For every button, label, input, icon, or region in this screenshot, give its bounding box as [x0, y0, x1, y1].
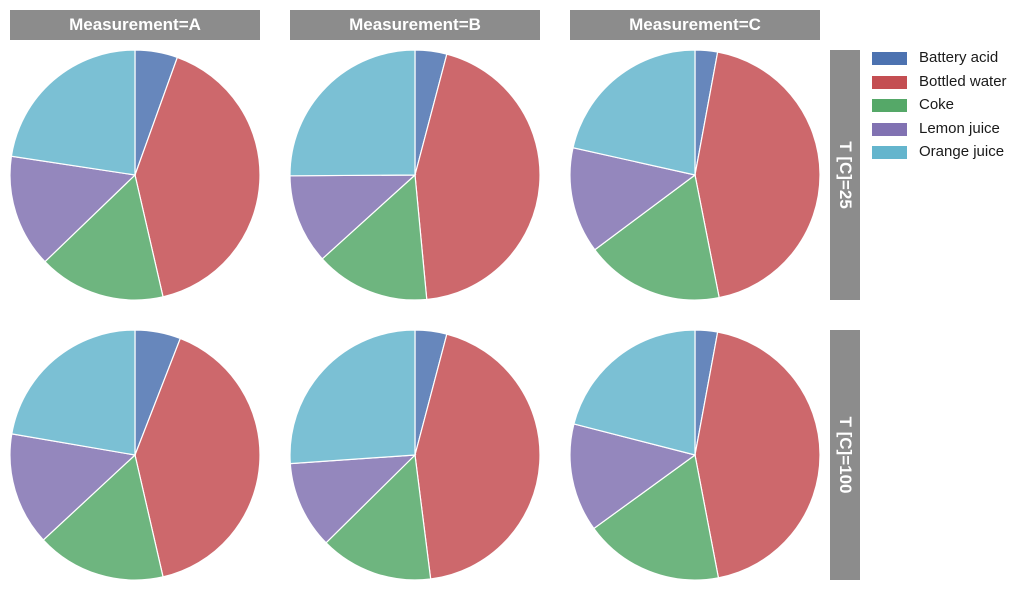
- pie-slice-coke: [325, 453, 432, 581]
- pie-slice-lemon-juice: [9, 155, 137, 263]
- legend-label-lemon-juice: Lemon juice: [919, 119, 1000, 137]
- legend-label-coke: Coke: [919, 96, 955, 113]
- pie-slice-bottled-water: [414, 333, 541, 580]
- pie-a-25: [9, 49, 261, 301]
- legend-swatch-coke: [872, 99, 907, 112]
- pie-slice-lemon-juice: [569, 423, 697, 530]
- legend-swatch-bottled-water: [872, 75, 907, 89]
- row-header-temp-100: T [C]=100: [830, 330, 860, 580]
- pie-slice-coke: [42, 453, 164, 581]
- pie-slice-orange-juice: [11, 329, 136, 456]
- legend-label-battery-acid: Battery acid: [919, 49, 999, 66]
- pie-slice-bottled-water: [414, 53, 541, 301]
- pie-slice-lemon-juice: [9, 433, 137, 541]
- pie-c-100: [569, 329, 821, 581]
- pie-slice-orange-juice: [289, 329, 416, 465]
- pie-slice-bottled-water: [694, 51, 821, 299]
- pie-slice-orange-juice: [10, 49, 136, 176]
- pie-slice-lemon-juice: [289, 174, 417, 260]
- pie-slice-orange-juice: [572, 49, 696, 176]
- pie-slice-orange-juice: [289, 49, 416, 177]
- column-header-measurement-b: Measurement=B: [290, 10, 540, 40]
- pie-a-100: [9, 329, 261, 581]
- column-header-measurement-c: Measurement=C: [570, 10, 820, 40]
- legend-swatch-orange-juice: [872, 146, 907, 159]
- pie-b-25: [289, 49, 541, 301]
- legend-label-bottled-water: Bottled water: [919, 72, 1007, 90]
- pie-slice-coke: [593, 453, 720, 581]
- pie-slice-lemon-juice: [289, 454, 417, 544]
- legend-swatch-lemon-juice: [872, 122, 907, 136]
- pie-slice-bottled-water: [134, 337, 261, 578]
- pie-slice-coke: [593, 173, 720, 301]
- legend-swatch-battery-acid: [872, 52, 907, 65]
- pie-slice-bottled-water: [694, 331, 821, 579]
- pie-slice-orange-juice: [573, 329, 696, 456]
- pie-slice-bottled-water: [134, 56, 261, 298]
- column-header-measurement-a: Measurement=A: [10, 10, 260, 40]
- legend-label-orange-juice: Orange juice: [919, 143, 1005, 160]
- pie-slice-coke: [321, 173, 428, 301]
- pie-slice-lemon-juice: [569, 147, 697, 251]
- pie-b-100: [289, 329, 541, 581]
- pie-slice-coke: [44, 173, 164, 301]
- row-header-temp-25: T [C]=25: [830, 50, 860, 300]
- pie-c-25: [569, 49, 821, 301]
